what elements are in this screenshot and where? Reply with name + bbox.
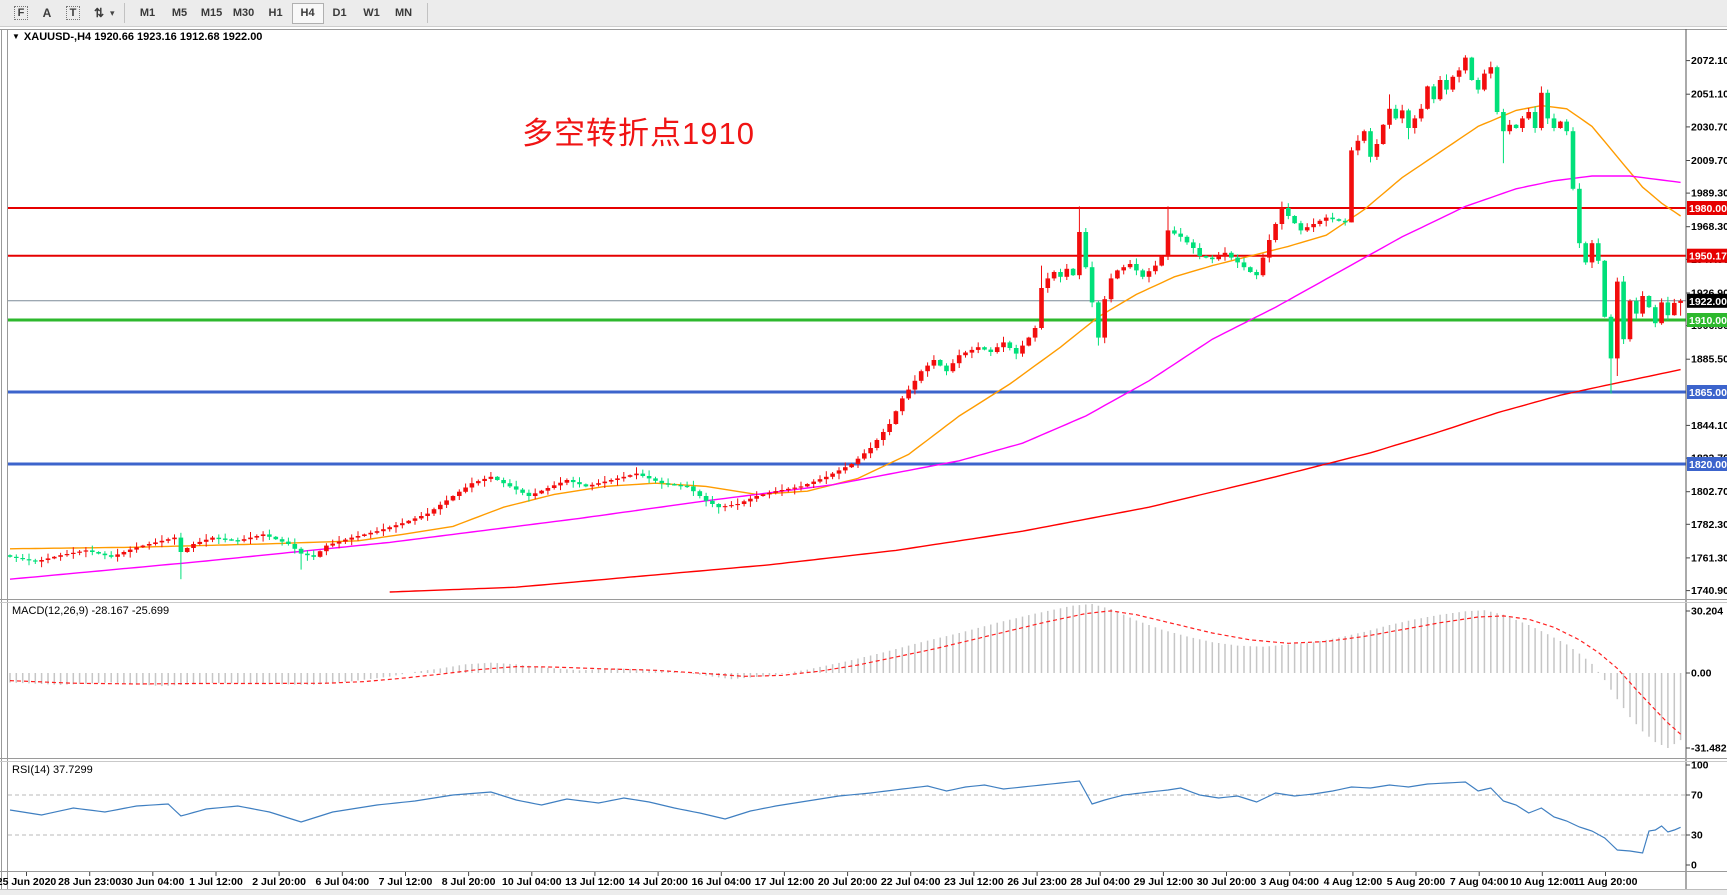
svg-text:2 Jul 20:00: 2 Jul 20:00 [252,876,306,888]
rsi-line [9,780,1681,854]
svg-text:28 Jul 04:00: 28 Jul 04:00 [1070,876,1130,888]
toolbar-icons: F A T ⇅ [8,3,112,23]
svg-text:-31.482: -31.482 [1691,743,1727,755]
svg-text:17 Jul 12:00: 17 Jul 12:00 [755,876,815,888]
svg-text:1802.70: 1802.70 [1691,486,1727,498]
text-label-icon[interactable]: T [61,3,85,23]
svg-text:4 Aug 12:00: 4 Aug 12:00 [1324,876,1383,888]
text-a-icon[interactable]: A [42,6,52,20]
svg-text:8 Jul 20:00: 8 Jul 20:00 [442,876,496,888]
svg-text:1844.10: 1844.10 [1691,420,1727,432]
timeframe-buttons: M1 M5 M15 M30 H1 H4 D1 W1 MN [132,2,420,24]
svg-text:14 Jul 20:00: 14 Jul 20:00 [628,876,688,888]
svg-text:5 Aug 20:00: 5 Aug 20:00 [1387,876,1446,888]
svg-text:7 Aug 04:00: 7 Aug 04:00 [1450,876,1509,888]
macd-indicator-label: MACD(12,26,9) -28.167 -25.699 [12,605,170,617]
svg-text:3 Aug 04:00: 3 Aug 04:00 [1260,876,1319,888]
svg-text:11 Aug 20:00: 11 Aug 20:00 [1574,876,1638,888]
symbol-header: ▼ XAUUSD-,H4 1920.66 1923.16 1912.68 1922… [12,31,262,43]
timeframe-button-M5[interactable]: M5 [171,7,188,19]
rsi-indicator-label: RSI(14) 37.7299 [12,764,93,776]
svg-text:1885.50: 1885.50 [1691,354,1727,366]
timeframe-button-H1[interactable]: H1 [268,7,283,19]
svg-text:28 Jun 23:00: 28 Jun 23:00 [58,876,121,888]
price-badge: 1980.00 [1687,201,1727,215]
svg-text:1968.30: 1968.30 [1691,221,1727,233]
svg-text:1910.00: 1910.00 [1689,315,1727,327]
toolbar-separator [123,3,125,23]
price-badge: 1865.00 [1687,385,1727,399]
macd-axis: 30.204 0.00 -31.482 [1686,606,1727,755]
svg-text:100: 100 [1691,760,1709,772]
symbol-dropdown-icon[interactable]: ▼ [12,32,20,41]
svg-text:30.204: 30.204 [1691,606,1723,618]
svg-text:26 Jul 23:00: 26 Jul 23:00 [1007,876,1067,888]
svg-text:1740.90: 1740.90 [1691,585,1727,597]
timeframe-button-M1[interactable]: M1 [139,7,156,19]
price-badge: 1922.00 [1687,293,1727,308]
svg-text:1980.00: 1980.00 [1689,203,1727,215]
svg-text:6 Jul 04:00: 6 Jul 04:00 [315,876,369,888]
price-axis[interactable]: 2072.10 2051.10 2030.70 2009.70 1989.30 1968.… [1686,55,1727,597]
svg-text:1 Jul 12:00: 1 Jul 12:00 [189,876,243,888]
svg-text:2051.10: 2051.10 [1691,89,1727,101]
timeframe-button-H4[interactable]: H4 [291,2,324,24]
svg-text:1865.00: 1865.00 [1689,387,1727,399]
svg-text:23 Jul 12:00: 23 Jul 12:00 [944,876,1004,888]
svg-text:10 Jul 04:00: 10 Jul 04:00 [502,876,562,888]
toolbar: F A T ⇅ ▾ M1 M5 M15 M30 H1 H4 D1 W1 MN [0,0,1727,27]
price-badge: 1950.17 [1687,248,1727,263]
svg-text:2030.70: 2030.70 [1691,121,1727,133]
svg-text:1820.00: 1820.00 [1689,459,1727,471]
timeframe-button-M15[interactable]: M15 [200,7,223,19]
svg-text:29 Jul 12:00: 29 Jul 12:00 [1134,876,1194,888]
svg-text:30: 30 [1691,830,1703,842]
rsi-axis: 100 70 30 0 [1686,760,1709,872]
ma-mid-magenta [9,175,1681,580]
svg-text:22 Jul 04:00: 22 Jul 04:00 [881,876,941,888]
scale-arrows-icon[interactable]: ⇅ [93,6,105,20]
svg-text:1922.00: 1922.00 [1689,296,1727,308]
ma-slow-red [389,368,1681,593]
panel-frame [0,29,1727,895]
svg-text:70: 70 [1691,790,1703,802]
svg-text:0: 0 [1691,860,1697,872]
svg-text:1761.30: 1761.30 [1691,552,1727,564]
svg-text:2009.70: 2009.70 [1691,155,1727,167]
svg-text:1950.17: 1950.17 [1689,251,1727,263]
svg-text:1782.30: 1782.30 [1691,519,1727,531]
svg-text:16 Jul 04:00: 16 Jul 04:00 [692,876,752,888]
price-levels[interactable] [8,207,1686,466]
symbol-ohlc-line: XAUUSD-,H4 1920.66 1923.16 1912.68 1922.… [23,31,263,43]
svg-text:10 Aug 12:00: 10 Aug 12:00 [1510,876,1575,888]
time-axis[interactable]: 25 Jun 2020 28 Jun 23:00 30 Jun 04:00 1 Jul… [0,872,1638,888]
svg-text:1989.30: 1989.30 [1691,188,1727,200]
dropdown-caret-icon[interactable]: ▾ [110,7,115,18]
svg-text:7 Jul 12:00: 7 Jul 12:00 [379,876,433,888]
candles-layer [7,55,1683,580]
svg-text:2072.10: 2072.10 [1691,55,1727,67]
svg-text:13 Jul 12:00: 13 Jul 12:00 [565,876,625,888]
timeframe-button-D1[interactable]: D1 [332,7,347,19]
timeframe-button-W1[interactable]: W1 [363,7,380,19]
chart-annotation: 多空转折点1910 [522,116,755,151]
svg-text:25 Jun 2020: 25 Jun 2020 [0,876,56,888]
toolbar-separator [426,3,428,23]
timeframe-button-M30[interactable]: M30 [232,7,255,19]
svg-text:20 Jul 20:00: 20 Jul 20:00 [818,876,878,888]
timeframe-button-MN[interactable]: MN [394,7,413,19]
price-badge: 1820.00 [1687,457,1727,471]
price-badge: 1910.00 [1687,313,1727,327]
chart-grid-f-icon[interactable]: F [9,3,33,23]
svg-text:30 Jul 20:00: 30 Jul 20:00 [1197,876,1257,888]
svg-text:30 Jun 04:00: 30 Jun 04:00 [121,876,184,888]
macd-panel: 30.204 0.00 -31.482 [9,604,1727,755]
svg-text:0.00: 0.00 [1691,668,1712,680]
rsi-panel: 100 70 30 0 [8,760,1709,872]
